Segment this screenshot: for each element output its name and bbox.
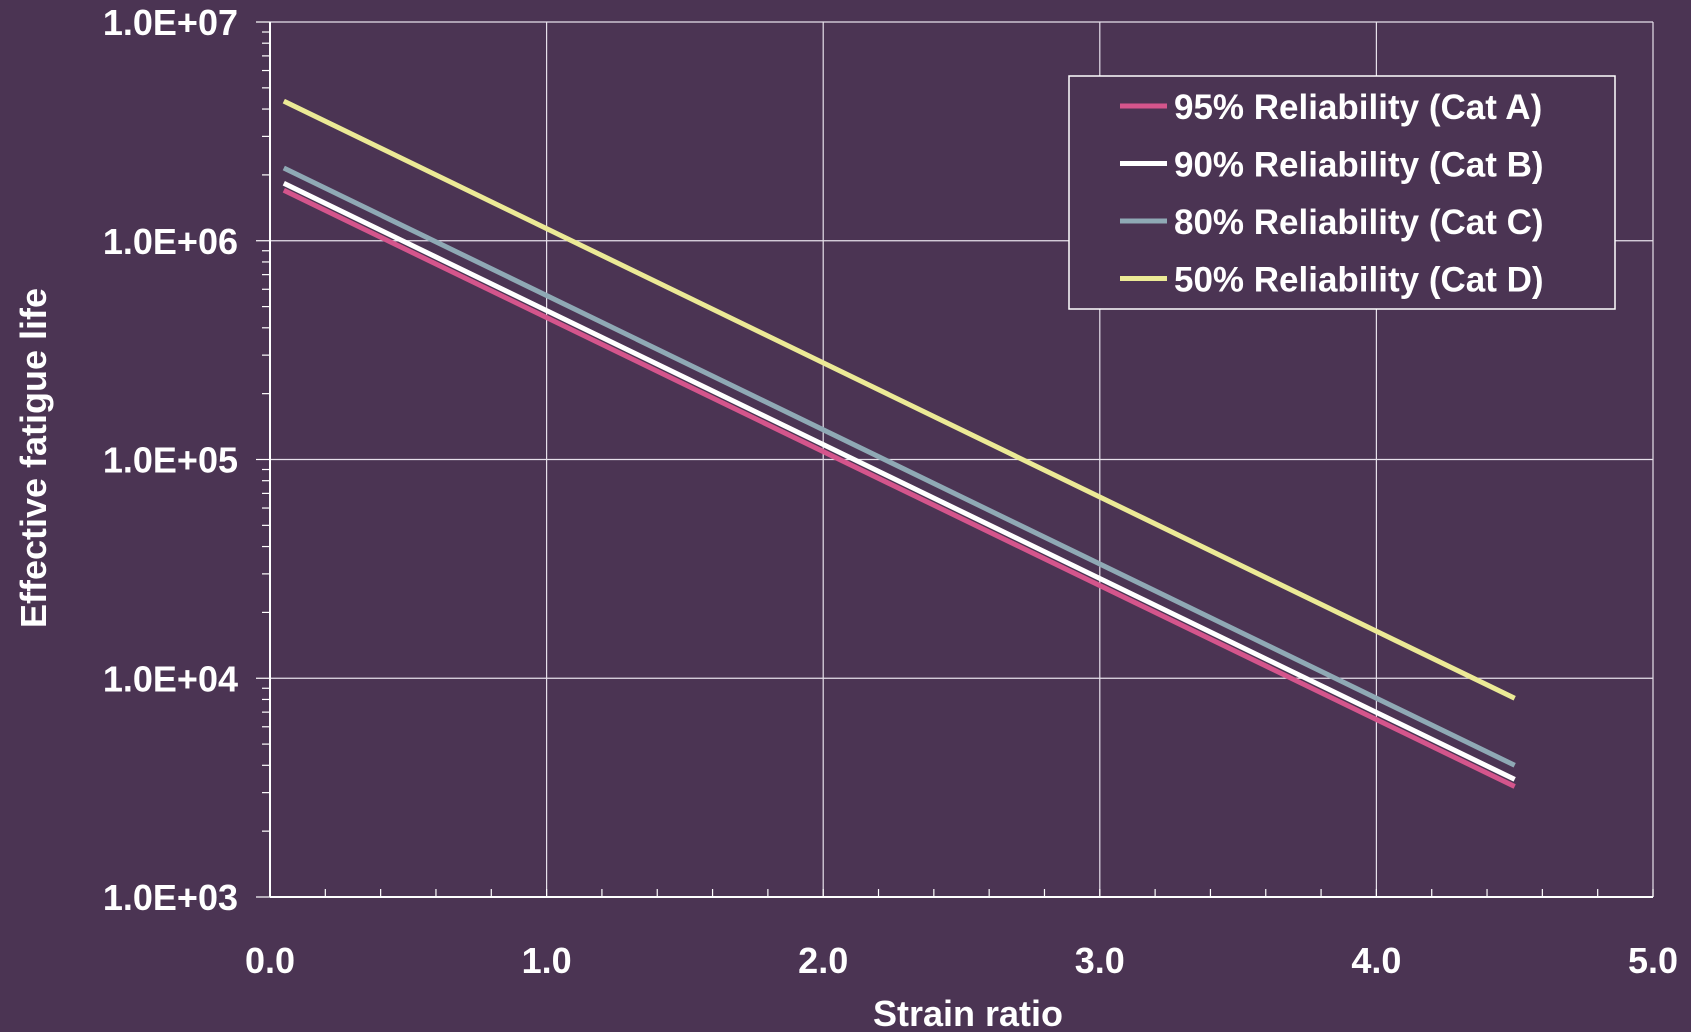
series-line: [282, 98, 1516, 701]
x-tick-label: 4.0: [1351, 940, 1401, 981]
x-tick-label: 3.0: [1075, 940, 1125, 981]
legend-label: 95% Reliability (Cat A): [1174, 88, 1542, 127]
tick-labels: 0.0 1.0 2.0 3.0 4.0 5.0 1.0E+03 1.0E+04 1.0E+05 1…: [103, 2, 1678, 981]
series-line: [282, 165, 1516, 768]
legend: 95% Reliability (Cat A) 90% Reliability (…: [1068, 75, 1616, 310]
series-lines: [282, 98, 1516, 789]
y-axis-title: Effective fatigue life: [13, 288, 54, 628]
series-line: [282, 188, 1516, 789]
y-tick-label: 1.0E+05: [103, 440, 238, 481]
legend-box: [1068, 75, 1616, 310]
y-tick-label: 1.0E+03: [103, 877, 238, 918]
axes: [256, 21, 1654, 898]
x-tick-label: 2.0: [798, 940, 848, 981]
legend-label: 90% Reliability (Cat B): [1174, 146, 1544, 185]
x-tick-label: 5.0: [1628, 940, 1678, 981]
series-line: [282, 181, 1516, 782]
y-tick-label: 1.0E+06: [103, 221, 238, 262]
legend-label: 50% Reliability (Cat D): [1174, 261, 1544, 300]
x-tick-label: 0.0: [245, 940, 295, 981]
legend-label: 80% Reliability (Cat C): [1174, 203, 1544, 242]
y-tick-label: 1.0E+07: [103, 2, 238, 43]
x-tick-label: 1.0: [522, 940, 572, 981]
x-axis-title: Strain ratio: [873, 993, 1063, 1032]
y-tick-label: 1.0E+04: [103, 658, 238, 699]
